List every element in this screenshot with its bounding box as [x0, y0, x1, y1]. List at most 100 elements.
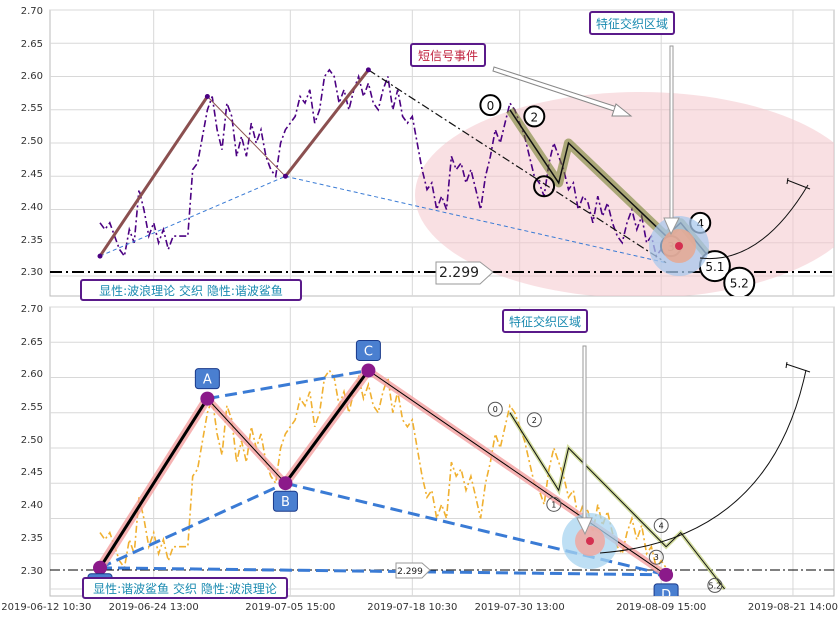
top-price-series — [99, 68, 667, 259]
pattern-marker-label: C — [364, 344, 373, 359]
bottom-y-tick: 2.50 — [21, 435, 43, 446]
pattern-marker-box — [653, 583, 679, 596]
wave-marker — [533, 175, 556, 198]
legend-top: 显性:波浪理论 交织 隐性:谐波鲨鱼 — [80, 279, 302, 301]
top-y-tick: 2.70 — [21, 6, 43, 17]
bottom-y-tick: 2.55 — [21, 402, 43, 413]
wave-marker-label: 2 — [532, 416, 537, 425]
wave-marker-label: 4 — [659, 522, 664, 531]
projection-arc-bottom — [599, 369, 807, 554]
wave-marker — [707, 577, 723, 593]
projection-cap — [786, 179, 811, 190]
short-signal-label: 短信号事件 — [418, 49, 478, 63]
bottom-y-tick: 2.35 — [21, 533, 43, 544]
pattern-marker-box — [355, 339, 381, 361]
level-label: 2.299 — [439, 265, 479, 281]
feature-zone-label-top: 特征交织区域 — [596, 16, 668, 31]
pattern-marker-label: A — [203, 373, 212, 388]
wave-marker-label: 5.2 — [709, 581, 722, 590]
wave-path — [509, 412, 725, 590]
legend-bottom: 显性:谐波鲨鱼 交织 隐性:波浪理论 — [82, 577, 288, 599]
wave-marker-label: 5.2 — [730, 277, 749, 291]
x-tick-label: 2019-06-12 10:30 — [1, 602, 91, 613]
short-signal-annotation: 短信号事件 — [410, 43, 486, 67]
top-y-tick: 2.55 — [21, 103, 43, 114]
bottom-y-tick: 2.30 — [21, 566, 43, 577]
top-y-tick: 2.50 — [21, 136, 43, 147]
feature-zone-annotation-bottom: 特征交织区域 — [502, 309, 588, 333]
wave-marker-label: 0 — [487, 99, 495, 113]
bottom-wave-overlay: 0 2 1 4 3 5.2 — [487, 401, 727, 593]
price-line — [99, 368, 667, 570]
wave-marker-label: 2 — [530, 110, 538, 124]
feature-zone-arrow — [663, 45, 680, 236]
feature-zone-label-bottom: 特征交织区域 — [509, 314, 581, 329]
level-label-bottom: 2.299 — [397, 567, 423, 577]
bottom-y-tick: 2.65 — [21, 337, 43, 348]
top-y-tick: 2.30 — [21, 267, 43, 278]
pattern-marker-box — [194, 368, 220, 390]
bottom-y-tick: 2.40 — [21, 500, 43, 511]
x-tick-label: 2019-06-24 13:00 — [109, 602, 199, 613]
level-label-box-bottom: 2.299 — [395, 562, 431, 579]
ab-leg — [207, 398, 286, 484]
x-tick-label: 2019-07-30 13:00 — [475, 602, 565, 613]
projection-arc — [699, 184, 809, 260]
xa-leg — [98, 95, 209, 257]
wave-marker — [723, 266, 756, 296]
bc-leg — [284, 369, 370, 485]
x-tick-label: 2019-08-21 14:00 — [748, 602, 838, 613]
pattern-marker-label: D — [661, 588, 671, 603]
pattern-point — [282, 173, 288, 179]
bd-dashed-line — [285, 175, 667, 264]
xa-leg — [98, 397, 209, 569]
cd-dashdot-line — [368, 69, 667, 264]
bottom-plot-area — [49, 306, 835, 597]
projection-cap-tick — [786, 177, 789, 185]
pattern-marker-box — [272, 490, 298, 512]
xb-dashed-line — [99, 481, 287, 570]
bottom-y-ticks: 2.70 2.65 2.60 2.55 2.50 2.45 2.40 2.35 … — [21, 304, 43, 577]
top-y-tick: 2.60 — [21, 71, 43, 82]
bottom-y-tick: 2.45 — [21, 467, 43, 478]
wave-marker — [546, 496, 562, 512]
projection-cap-bottom-tick — [785, 361, 788, 369]
ac-dashed-line — [207, 368, 369, 401]
wave-marker — [648, 549, 664, 565]
wave-marker — [523, 105, 546, 128]
wave-marker-label: 3 — [654, 553, 659, 562]
target-zone — [649, 216, 709, 276]
top-y-tick: 2.35 — [21, 235, 43, 246]
pattern-point — [365, 67, 371, 73]
bottom-panel: 2.70 2.65 2.60 2.55 2.50 2.45 2.40 2.35 … — [21, 304, 835, 603]
x-tick-label: 2019-07-18 10:30 — [367, 602, 457, 613]
target-zone-core — [675, 242, 683, 250]
price-line — [99, 68, 667, 259]
top-pattern-overlay — [97, 67, 667, 264]
legend-bottom-label: 显性:谐波鲨鱼 交织 隐性:波浪理论 — [93, 581, 277, 596]
wave-marker — [653, 518, 669, 534]
top-panel: 2.70 2.65 2.60 2.55 2.50 2.45 2.40 2.35 … — [21, 6, 835, 301]
top-y-tick: 2.45 — [21, 169, 43, 180]
top-y-ticks: 2.70 2.65 2.60 2.55 2.50 2.45 2.40 2.35 … — [21, 6, 43, 278]
wave-marker — [479, 94, 502, 117]
pattern-point — [200, 391, 215, 406]
pattern-point — [204, 93, 210, 99]
pattern-point — [97, 253, 103, 259]
bc-leg — [284, 68, 370, 178]
top-y-tick: 2.40 — [21, 202, 43, 213]
top-y-tick: 2.65 — [21, 39, 43, 50]
legend-top-label: 显性:波浪理论 交织 隐性:谐波鲨鱼 — [99, 283, 283, 298]
pattern-point — [278, 476, 293, 491]
pattern-marker-label: B — [281, 495, 290, 510]
pattern-point — [93, 560, 107, 575]
bottom-y-tick: 2.70 — [21, 304, 43, 315]
wave-marker-label: 4 — [696, 217, 704, 231]
wave-marker-label: 5.1 — [705, 260, 724, 274]
x-tick-label: 2019-07-05 15:00 — [245, 602, 335, 613]
projection-cap-bottom — [785, 363, 811, 373]
x-axis: 2019-06-12 10:30 2019-06-24 13:00 2019-07-… — [1, 602, 838, 613]
target-zone-bottom-core — [586, 537, 594, 545]
feature-zone-annotation-top: 特征交织区域 — [589, 11, 675, 35]
